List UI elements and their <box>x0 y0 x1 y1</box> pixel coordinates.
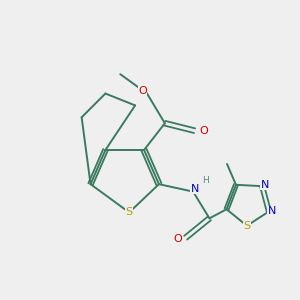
Text: O: O <box>138 85 147 96</box>
Text: N: N <box>268 206 276 217</box>
Text: N: N <box>190 184 199 194</box>
Text: N: N <box>261 180 269 190</box>
Text: O: O <box>173 234 182 244</box>
Text: O: O <box>199 126 208 136</box>
Text: H: H <box>202 176 209 185</box>
Text: S: S <box>243 221 250 231</box>
Text: S: S <box>126 207 133 218</box>
